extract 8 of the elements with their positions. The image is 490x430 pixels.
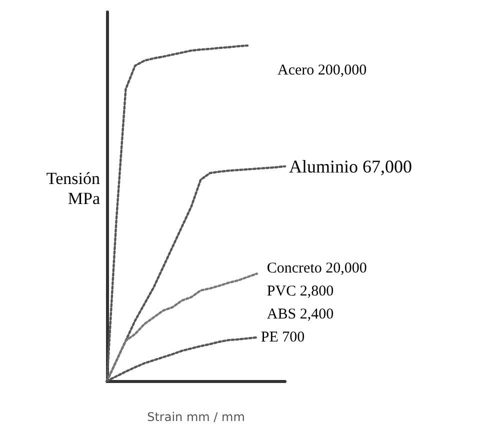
- annotation: Concreto 20,000: [266, 260, 367, 276]
- series-label: PE 700: [260, 329, 305, 346]
- x-axis-title: Strain mm / mm: [147, 410, 245, 424]
- series-label: Aluminio 67,000: [289, 156, 412, 176]
- text: Acero 200,000: [278, 62, 367, 79]
- annotation: ABS 2,400: [266, 306, 334, 322]
- y-axis-title: Tensión MPa: [46, 169, 100, 208]
- annotation: PVC 2,800: [266, 283, 334, 300]
